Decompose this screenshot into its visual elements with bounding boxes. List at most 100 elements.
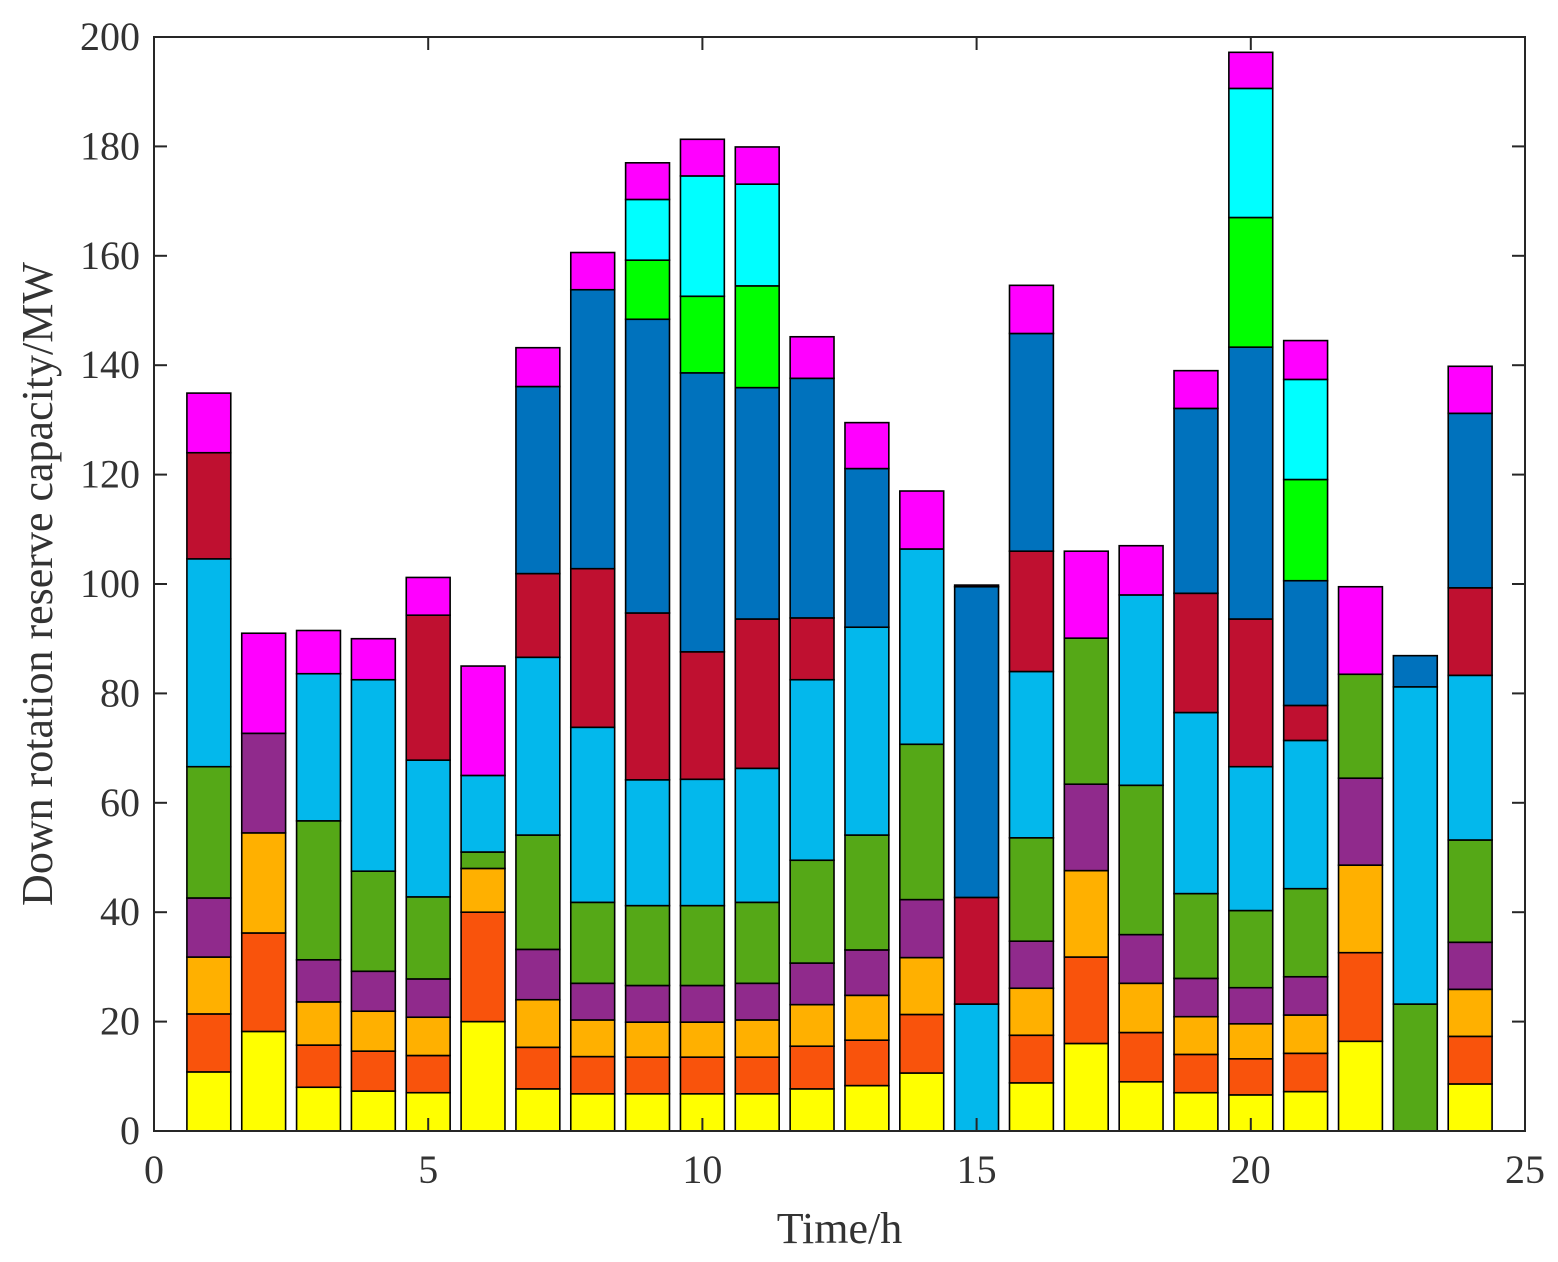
bar-hour-8-series-11 [569,251,616,291]
bar-hour-5-series-6 [405,759,451,898]
bar-hour-11-series-7 [734,618,780,770]
bar-hour-24-series-2 [1447,1035,1493,1085]
bar-hour-6-series-1 [460,1020,506,1132]
bar-hour-20-series-8 [1228,346,1274,620]
bar-hour-1-series-4 [186,897,232,958]
bar-hour-7-series-1 [515,1088,561,1132]
y-tick-label: 40 [100,889,140,934]
bar-hour-1-series-1 [186,1071,232,1132]
bar-hour-2-series-11 [240,632,287,735]
bar-hour-5-series-11 [405,576,451,616]
bar-hour-3-series-5 [295,820,342,961]
bar-hour-1-series-3 [186,956,232,1015]
bar-hour-12-series-1 [789,1088,835,1132]
ticks-group: 0 5 10 15 20 25 0 20 40 60 80 100 120 140 160 180 200 [80,14,1545,1192]
bar-hour-18-series-3 [1118,982,1164,1034]
bar-hour-1-series-5 [186,765,232,899]
y-tick-label: 80 [100,670,140,715]
bar-hour-4-series-1 [350,1090,397,1132]
bar-hour-4-series-6 [350,678,397,872]
bar-hour-14-series-4 [899,898,945,959]
bar-hour-2-series-2 [240,932,287,1033]
x-tick-label: 20 [1231,1147,1271,1192]
bar-hour-10-series-9 [679,295,726,374]
bar-hour-15-series-6 [953,1003,1000,1132]
bar-hour-10-series-10 [679,175,726,298]
bar-hour-5-series-3 [405,1016,451,1057]
bar-hour-18-series-2 [1118,1031,1164,1083]
bar-hour-9-series-7 [624,612,671,781]
bar-hour-12-series-11 [789,335,835,380]
bar-hour-6-series-5 [460,851,506,870]
y-tick-label: 160 [80,233,140,278]
bar-hour-8-series-5 [569,901,616,985]
bar-hour-24-series-6 [1447,674,1493,841]
bar-hour-4-series-3 [350,1010,397,1052]
y-tick-label: 120 [80,452,140,497]
x-tick-label: 0 [144,1147,164,1192]
bar-hour-12-series-6 [789,678,835,862]
bar-hour-13-series-2 [844,1039,890,1087]
bar-hour-9-series-10 [624,198,671,261]
bar-hour-21-series-5 [1282,887,1329,978]
bar-hour-7-series-5 [515,834,561,951]
bar-hour-23-series-5 [1392,1003,1439,1132]
y-tick-label: 20 [100,999,140,1044]
bar-hour-17-series-4 [1063,783,1110,872]
bar-hour-20-series-4 [1228,986,1274,1025]
bar-hour-16-series-5 [1008,837,1055,942]
bar-hour-5-series-7 [405,614,451,761]
bar-hour-10-series-11 [679,138,726,177]
bar-hour-7-series-11 [515,346,561,388]
bar-hour-7-series-7 [515,572,561,659]
bar-hour-5-series-2 [405,1054,451,1094]
bar-hour-13-series-4 [844,949,890,997]
bar-hour-6-series-2 [460,911,506,1023]
bar-hour-24-series-7 [1447,587,1493,677]
bar-hour-23-series-8 [1392,654,1439,688]
bar-hour-19-series-4 [1173,977,1219,1018]
bar-hour-10-series-2 [679,1056,726,1095]
bar-hour-20-series-2 [1228,1058,1274,1096]
bar-hour-20-series-5 [1228,909,1274,989]
bar-hour-21-series-8 [1282,579,1329,707]
bar-hour-22-series-3 [1337,864,1384,954]
bar-hour-7-series-3 [515,998,561,1049]
bar-hour-20-series-10 [1228,87,1274,219]
bar-hour-13-series-1 [844,1084,890,1132]
y-axis-label: Down rotation reserve capacity/MW [13,262,62,906]
bar-hour-11-series-8 [734,386,780,620]
bar-hour-14-series-5 [899,743,945,901]
bar-hour-7-series-4 [515,948,561,1001]
bar-hour-16-series-8 [1008,332,1055,552]
bar-hour-10-series-7 [679,651,726,781]
bar-hour-9-series-5 [624,904,671,987]
bar-hour-4-series-2 [350,1050,397,1092]
bar-hour-15-series-8 [953,585,1000,899]
bar-hour-18-series-11 [1118,544,1164,596]
bar-hour-21-series-4 [1282,975,1329,1016]
bar-hour-18-series-5 [1118,784,1164,936]
bar-hour-13-series-11 [844,421,890,470]
bar-hour-11-series-2 [734,1056,780,1095]
bar-hour-10-series-5 [679,904,726,987]
bar-hour-24-series-4 [1447,941,1493,991]
bar-hour-20-series-3 [1228,1022,1274,1060]
bar-hour-18-series-4 [1118,933,1164,985]
y-tick-label: 60 [100,780,140,825]
bar-hour-10-series-8 [679,372,726,653]
bar-hour-18-series-6 [1118,594,1164,787]
bar-hour-8-series-7 [569,567,616,729]
bar-hour-17-series-11 [1063,550,1110,639]
bar-hour-12-series-2 [789,1045,835,1090]
bar-hour-8-series-4 [569,982,616,1021]
bar-hour-13-series-3 [844,994,890,1041]
bar-hour-15-series-7 [953,896,1000,1005]
bar-hour-1-series-7 [186,451,232,560]
bar-hour-24-series-11 [1447,365,1493,415]
x-axis-label: Time/h [777,1204,903,1253]
bar-hour-8-series-6 [569,726,616,904]
bar-hour-17-series-1 [1063,1042,1110,1132]
bar-hour-8-series-2 [569,1055,616,1095]
bar-hour-7-series-8 [515,385,561,575]
